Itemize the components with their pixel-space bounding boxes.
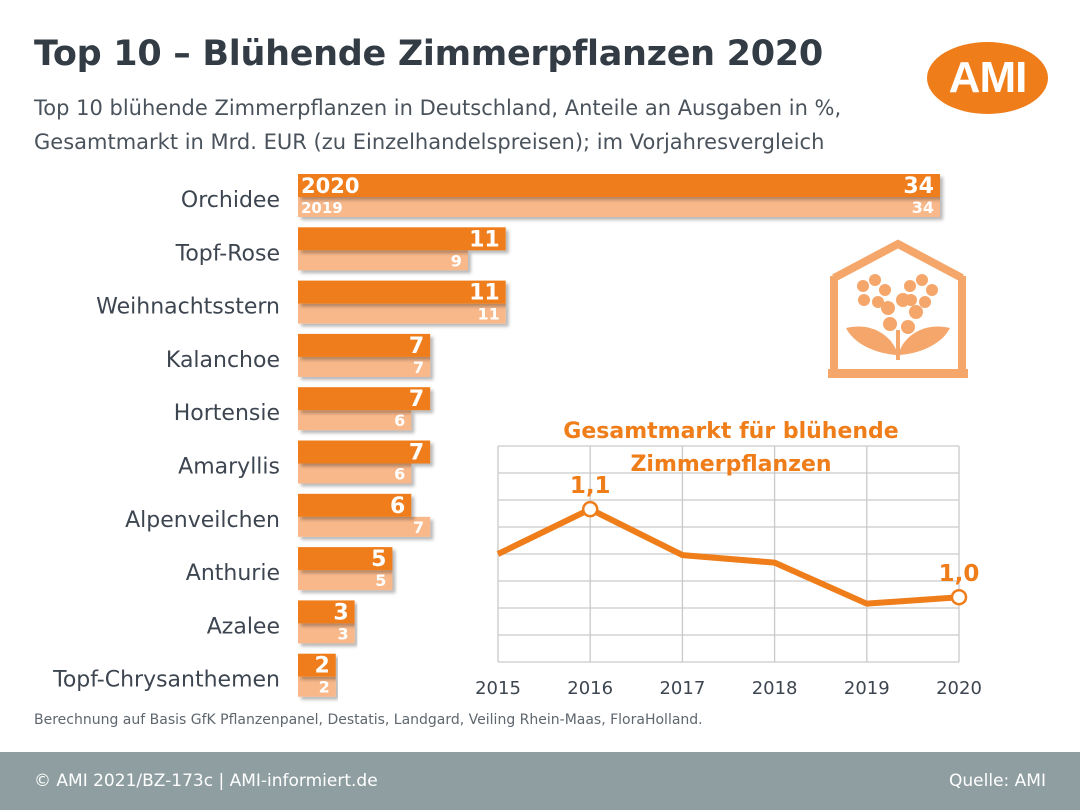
chart-subtitle-line-2: Gesamtmarkt in Mrd. EUR (zu Einzelhandel… <box>34 130 825 154</box>
market-line <box>496 506 960 607</box>
value-label-2020: 6 <box>390 494 405 519</box>
footnote: Berechnung auf Basis GfK Pflanzenpanel, … <box>34 712 703 728</box>
value-label-2019: 34 <box>912 198 934 217</box>
chart-title: Top 10 – Blühende Zimmerpflanzen 2020 <box>34 34 823 74</box>
value-label-2020: 7 <box>409 334 424 359</box>
bar-2019-topf-rose <box>298 250 468 271</box>
category-label: Azalee <box>207 614 280 639</box>
value-label-2019: 3 <box>338 624 349 643</box>
line-chart-title-line-2: Zimmerpflanzen <box>630 452 831 477</box>
chart-canvas: Orchidee343420202019Topf-Rose119Weihnach… <box>52 174 982 699</box>
line-chart-title-line-1: Gesamtmarkt für blühende <box>563 419 898 444</box>
x-tick-label: 2017 <box>659 678 705 699</box>
bar-2019-alpenveilchen <box>298 516 431 537</box>
bar-2020-weihnachtsstern <box>298 280 506 304</box>
x-tick-label: 2020 <box>936 678 982 699</box>
legend-label-2020: 2020 <box>301 174 359 198</box>
value-label-2019: 11 <box>477 305 499 324</box>
value-label-2019: 5 <box>375 571 386 590</box>
bar-2020-topf-rose <box>298 227 506 251</box>
legend-label-2019: 2019 <box>301 199 343 217</box>
bar-2020-hortensie <box>298 387 431 411</box>
category-label: Alpenveilchen <box>125 508 280 533</box>
bar-2019-topf-chrysanthemen <box>298 676 336 697</box>
bar-2020-kalanchoe <box>298 333 431 357</box>
category-label: Kalanchoe <box>166 348 280 373</box>
category-label: Topf-Chrysanthemen <box>52 668 280 693</box>
value-label-2019: 6 <box>394 465 405 484</box>
line-point-marker <box>581 500 599 518</box>
line-value-label: 1,0 <box>939 561 980 587</box>
bar-2020-anthurie <box>298 547 393 571</box>
line-value-label: 1,1 <box>570 473 611 499</box>
footer-bar: © AMI 2021/BZ-173c | AMI-informiert.de Q… <box>0 752 1080 810</box>
ami-logo: AMI <box>927 42 1048 114</box>
value-label-2020: 3 <box>333 600 348 625</box>
value-label-2020: 11 <box>469 227 500 252</box>
bar-2019-hortensie <box>298 410 412 431</box>
value-label-2020: 7 <box>409 387 424 412</box>
x-tick-label: 2019 <box>844 678 890 699</box>
bar-2019-kalanchoe <box>298 356 431 377</box>
bar-2020-amaryllis <box>298 440 431 464</box>
value-label-2020: 11 <box>469 281 500 306</box>
bar-2019-orchidee <box>298 197 940 217</box>
category-label: Topf-Rose <box>175 241 280 266</box>
value-label-2019: 2 <box>319 678 330 697</box>
value-label-2020: 7 <box>409 441 424 466</box>
category-label: Amaryllis <box>178 455 280 480</box>
footer-source: Quelle: AMI <box>949 771 1046 791</box>
bar-2020-azalee <box>298 600 355 624</box>
bar-2020-alpenveilchen <box>298 493 412 517</box>
value-label-2020: 2 <box>314 654 329 679</box>
ami-logo-text: AMI <box>948 53 1028 102</box>
value-label-2019: 9 <box>451 251 462 270</box>
house-flowers-icon <box>828 239 968 378</box>
bar-2019-azalee <box>298 623 355 644</box>
x-tick-label: 2015 <box>475 678 521 699</box>
x-tick-label: 2018 <box>752 678 798 699</box>
bar-2019-amaryllis <box>298 463 412 484</box>
footer-copyright: © AMI 2021/BZ-173c | AMI-informiert.de <box>34 771 378 791</box>
bar-2020-orchidee <box>298 174 940 197</box>
value-label-2020: 5 <box>371 547 386 572</box>
value-label-2020: 34 <box>903 174 934 199</box>
bar-2019-weihnachtsstern <box>298 303 506 324</box>
line-point-marker <box>950 588 968 606</box>
category-label: Anthurie <box>186 561 280 586</box>
category-label: Weihnachtsstern <box>96 295 280 320</box>
bar-2019-anthurie <box>298 570 393 591</box>
bar-2020-topf-chrysanthemen <box>298 653 336 677</box>
category-label: Orchidee <box>181 188 280 213</box>
category-label: Hortensie <box>174 401 280 426</box>
x-tick-label: 2016 <box>567 678 613 699</box>
value-label-2019: 7 <box>413 518 424 537</box>
chart-subtitle-line-1: Top 10 blühende Zimmerpflanzen in Deutsc… <box>34 96 842 120</box>
value-label-2019: 6 <box>394 411 405 430</box>
value-label-2019: 7 <box>413 358 424 377</box>
